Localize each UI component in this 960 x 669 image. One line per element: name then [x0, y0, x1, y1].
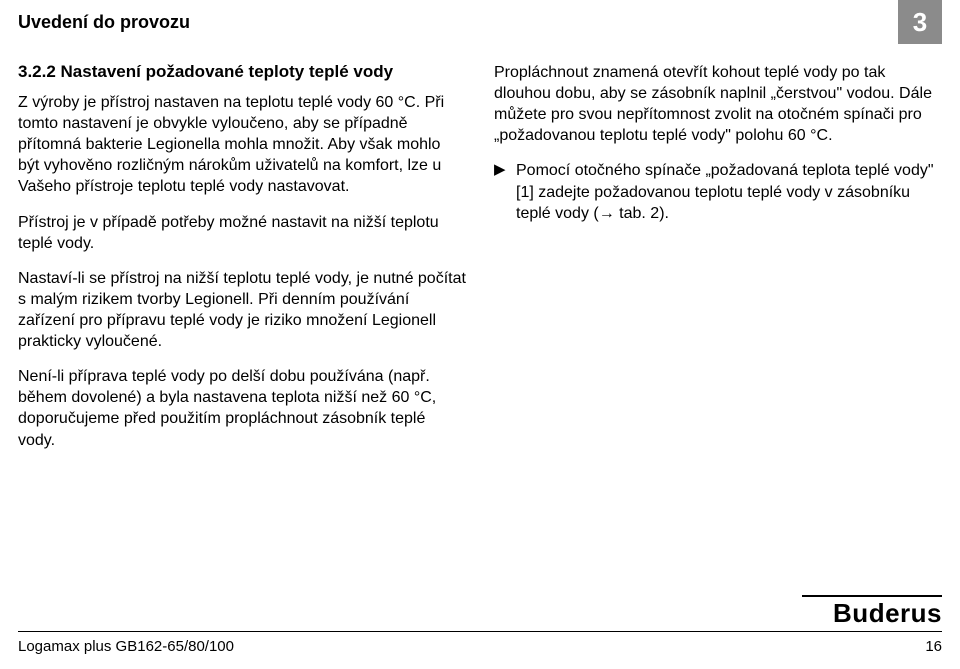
footer-model: Logamax plus GB162-65/80/100: [18, 638, 234, 655]
footer-divider: [18, 631, 942, 632]
bullet-item: ▶ Pomocí otočného spínače „požadovaná te…: [494, 160, 942, 223]
brand-divider: [802, 595, 942, 597]
bullet-text: Pomocí otočného spínače „požadovaná tepl…: [516, 160, 942, 223]
paragraph: Nastaví-li se přístroj na nižší teplotu …: [18, 268, 466, 352]
content-columns: 3.2.2 Nastavení požadované teploty teplé…: [0, 44, 960, 465]
right-column: Propláchnout znamená otevřít kohout tepl…: [494, 62, 942, 465]
paragraph: Přístroj je v případě potřeby možné nast…: [18, 212, 466, 254]
left-column: 3.2.2 Nastavení požadované teploty teplé…: [18, 62, 466, 465]
paragraph: Z výroby je přístroj nastaven na teplotu…: [18, 92, 466, 198]
footer-page-number: 16: [925, 638, 942, 655]
section-title: Uvedení do provozu: [18, 12, 898, 33]
paragraph: Není-li příprava teplé vody po delší dob…: [18, 366, 466, 450]
brand-logo: Buderus: [833, 598, 942, 629]
page-section-badge: 3: [898, 0, 942, 44]
page-footer: Logamax plus GB162-65/80/100 16: [18, 631, 942, 655]
subsection-heading: 3.2.2 Nastavení požadované teploty teplé…: [18, 62, 466, 82]
bullet-marker-icon: ▶: [494, 160, 508, 223]
paragraph: Propláchnout znamená otevřít kohout tepl…: [494, 62, 942, 146]
